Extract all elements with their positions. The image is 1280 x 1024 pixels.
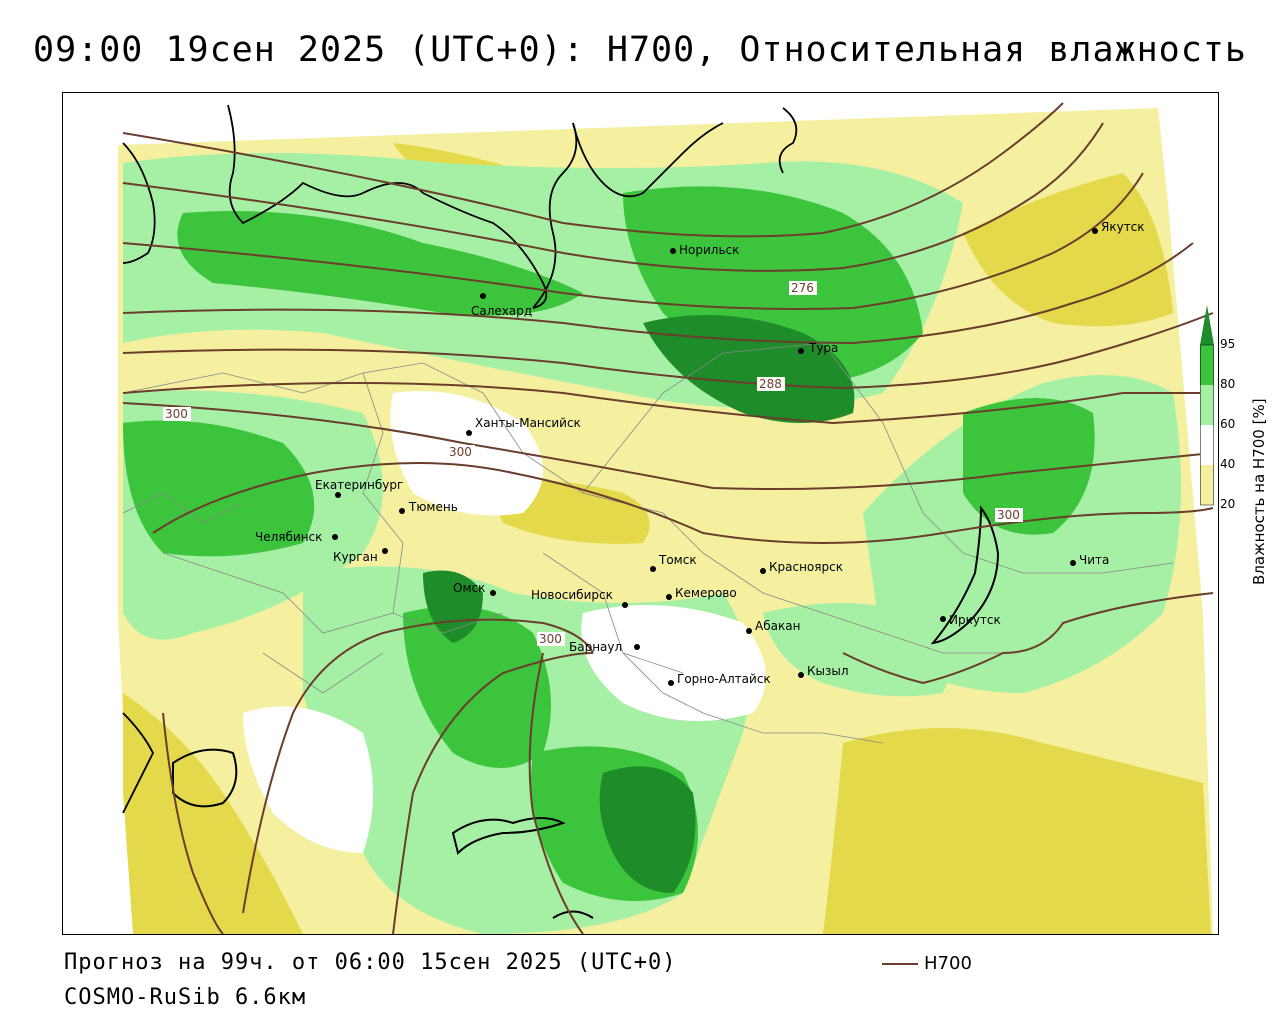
contour-label-300-c: 300 xyxy=(997,508,1020,522)
south-lake xyxy=(552,910,594,919)
colorbar-title: Влажность на H700 [%] xyxy=(1250,398,1268,585)
city-dot-yekaterinburg xyxy=(335,492,341,498)
legend-label-h700: H700 xyxy=(924,953,972,974)
humidity-map: 276 288 300 300 300 300 Якутск Норильск … xyxy=(63,93,1218,934)
city-label-omsk: Омск xyxy=(453,581,485,595)
city-label-norilsk: Норильск xyxy=(679,243,739,257)
city-label-tyumen: Тюмень xyxy=(408,500,458,514)
city-label-salekhard: Салехард xyxy=(471,304,532,318)
city-dot-norilsk xyxy=(670,248,676,254)
city-label-kurgan: Курган xyxy=(333,550,378,564)
city-label-barnaul: Барнаул xyxy=(569,640,622,654)
moist-zone-mid-east xyxy=(963,398,1095,535)
west-lake xyxy=(172,748,238,808)
legend-line-h700 xyxy=(882,963,918,965)
low-humidity-zone-3 xyxy=(243,706,373,853)
colorbar-40 xyxy=(1200,425,1214,465)
moist-zone-light-east xyxy=(863,375,1181,693)
city-label-gorno-altaysk: Горно-Алтайск xyxy=(677,672,771,686)
city-dot-omsk xyxy=(490,590,496,596)
contour-label-300-a: 300 xyxy=(165,407,188,421)
city-label-tura: Тура xyxy=(808,341,838,355)
city-dot-chelyabinsk xyxy=(332,534,338,540)
city-label-abakan: Абакан xyxy=(755,619,800,633)
city-dot-kemerovo xyxy=(666,594,672,600)
city-dot-kyzyl xyxy=(798,672,804,678)
colorbar-arrow xyxy=(1200,305,1214,345)
city-dot-kurgan xyxy=(382,548,388,554)
low-humidity-zone-2 xyxy=(581,605,766,721)
city-dot-khanty-mansiysk xyxy=(466,430,472,436)
colorbar-tick-95: 95 xyxy=(1220,337,1236,351)
city-dot-krasnoyarsk xyxy=(760,568,766,574)
city-label-novosibirsk: Новосибирск xyxy=(531,588,613,602)
colorbar-tick-60: 60 xyxy=(1220,417,1236,431)
city-dot-chita xyxy=(1070,560,1076,566)
colorbar-tick-20: 20 xyxy=(1220,497,1236,511)
city-dot-tomsk xyxy=(650,566,656,572)
dry-zone-northeast xyxy=(963,173,1173,327)
city-label-tomsk: Томск xyxy=(658,553,697,567)
city-label-krasnoyarsk: Красноярск xyxy=(769,560,843,574)
forecast-info: Прогноз на 99ч. от 06:00 15сен 2025 (UTC… xyxy=(64,950,677,975)
moist-zone-light-baikal xyxy=(763,603,949,697)
moist-zone-mid-south xyxy=(403,606,551,768)
colorbar-20 xyxy=(1200,465,1214,505)
city-dot-tyumen xyxy=(399,508,405,514)
moist-zone-dark-2 xyxy=(599,766,696,893)
colorbar-tick-80: 80 xyxy=(1220,377,1236,391)
contour-label-300-d: 300 xyxy=(539,632,562,646)
moist-zone-mid-north xyxy=(177,211,583,316)
city-label-kyzyl: Кызыл xyxy=(807,664,849,678)
city-dot-salekhard xyxy=(480,293,486,299)
city-dot-novosibirsk xyxy=(622,602,628,608)
h700-contours xyxy=(122,102,1214,934)
model-info: COSMO-RuSib 6.6км xyxy=(64,985,307,1010)
city-label-kemerovo: Кемерово xyxy=(675,586,737,600)
contour-label-300-b: 300 xyxy=(449,445,472,459)
city-label-yakutsk: Якутск xyxy=(1101,220,1145,234)
colorbar-60 xyxy=(1200,385,1214,425)
city-label-yekaterinburg: Екатеринбург xyxy=(315,478,403,492)
city-label-irkutsk: Иркутск xyxy=(949,613,1001,627)
contour-label-288: 288 xyxy=(759,377,782,391)
baikal-lake xyxy=(930,505,1000,645)
colorbar-80 xyxy=(1200,345,1214,385)
map-panel[interactable]: 276 288 300 300 300 300 Якутск Норильск … xyxy=(62,92,1219,935)
city-dot-irkutsk xyxy=(940,616,946,622)
colorbar-tick-40: 40 xyxy=(1220,457,1236,471)
contour-labels: 276 288 300 300 300 300 xyxy=(163,281,1023,646)
city-dot-gorno-altaysk xyxy=(668,680,674,686)
region-borders xyxy=(122,342,1174,744)
colorbar xyxy=(1200,305,1214,506)
city-markers: Якутск Норильск Салехард Тура Ханты-Манс… xyxy=(255,220,1145,686)
city-dot-yakutsk xyxy=(1092,228,1098,234)
city-dot-barnaul xyxy=(634,644,640,650)
city-label-khanty-mansiysk: Ханты-Мансийск xyxy=(475,416,581,430)
balkhash-lake xyxy=(451,817,566,855)
dry-zone-southeast xyxy=(823,728,1211,934)
city-label-chita: Чита xyxy=(1079,553,1109,567)
city-dot-tura xyxy=(798,348,804,354)
page-title: 09:00 19сен 2025 (UTC+0): H700, Относите… xyxy=(33,30,1247,70)
city-label-chelyabinsk: Челябинск xyxy=(255,530,322,544)
city-dot-abakan xyxy=(746,628,752,634)
contour-label-276: 276 xyxy=(791,281,814,295)
coastlines xyxy=(122,104,798,814)
